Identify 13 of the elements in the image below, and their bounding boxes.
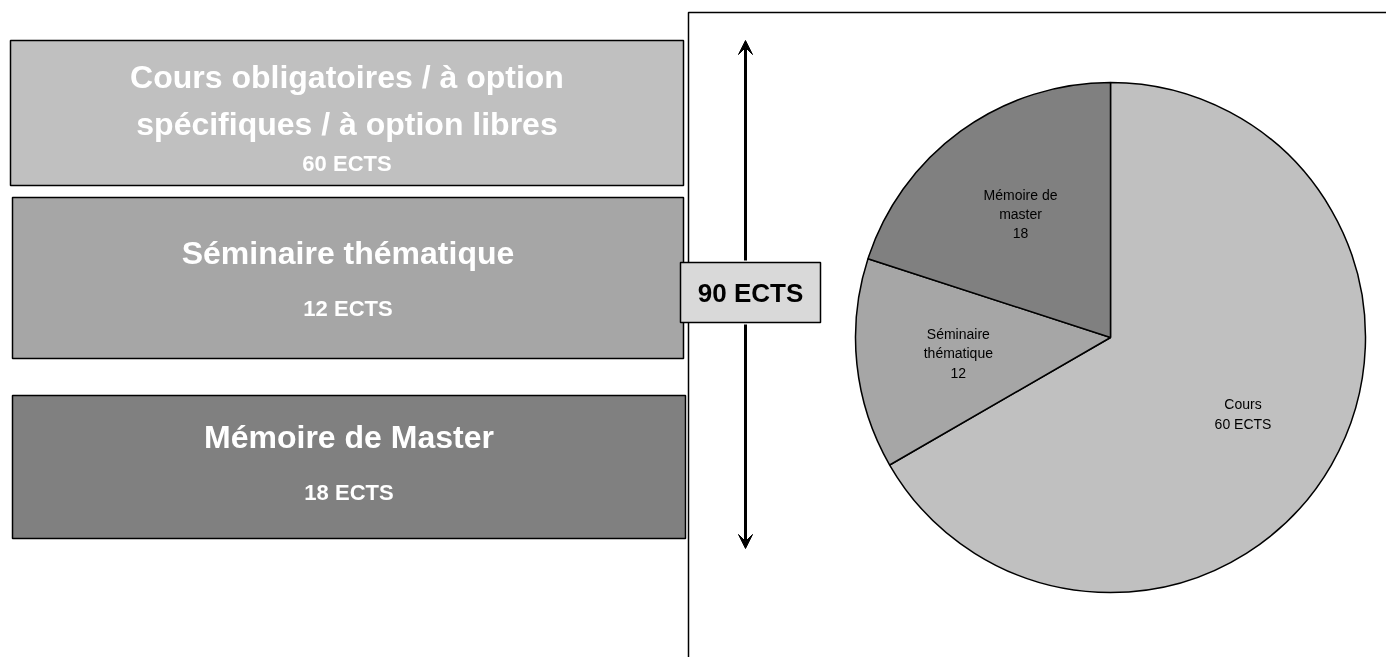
data-label: 12	[950, 364, 967, 381]
text: 60 ECTS	[302, 151, 392, 176]
slice-label: Cours	[1224, 396, 1262, 413]
slice-label: Mémoire de master	[983, 186, 1058, 222]
text: 90 ECTS	[697, 277, 804, 308]
data-label: 60 ECTS	[1214, 415, 1272, 432]
text: 18 ECTS	[304, 480, 394, 505]
slice-label: Séminaire thématique	[923, 326, 994, 362]
text: 12 ECTS	[303, 296, 393, 321]
data-label: 18	[1012, 224, 1029, 241]
text: Mémoire de Master	[204, 418, 494, 455]
text: Séminaire thématique	[181, 234, 515, 271]
text: Cours obligatoires / à option spécifiques / à option libres	[130, 59, 564, 142]
